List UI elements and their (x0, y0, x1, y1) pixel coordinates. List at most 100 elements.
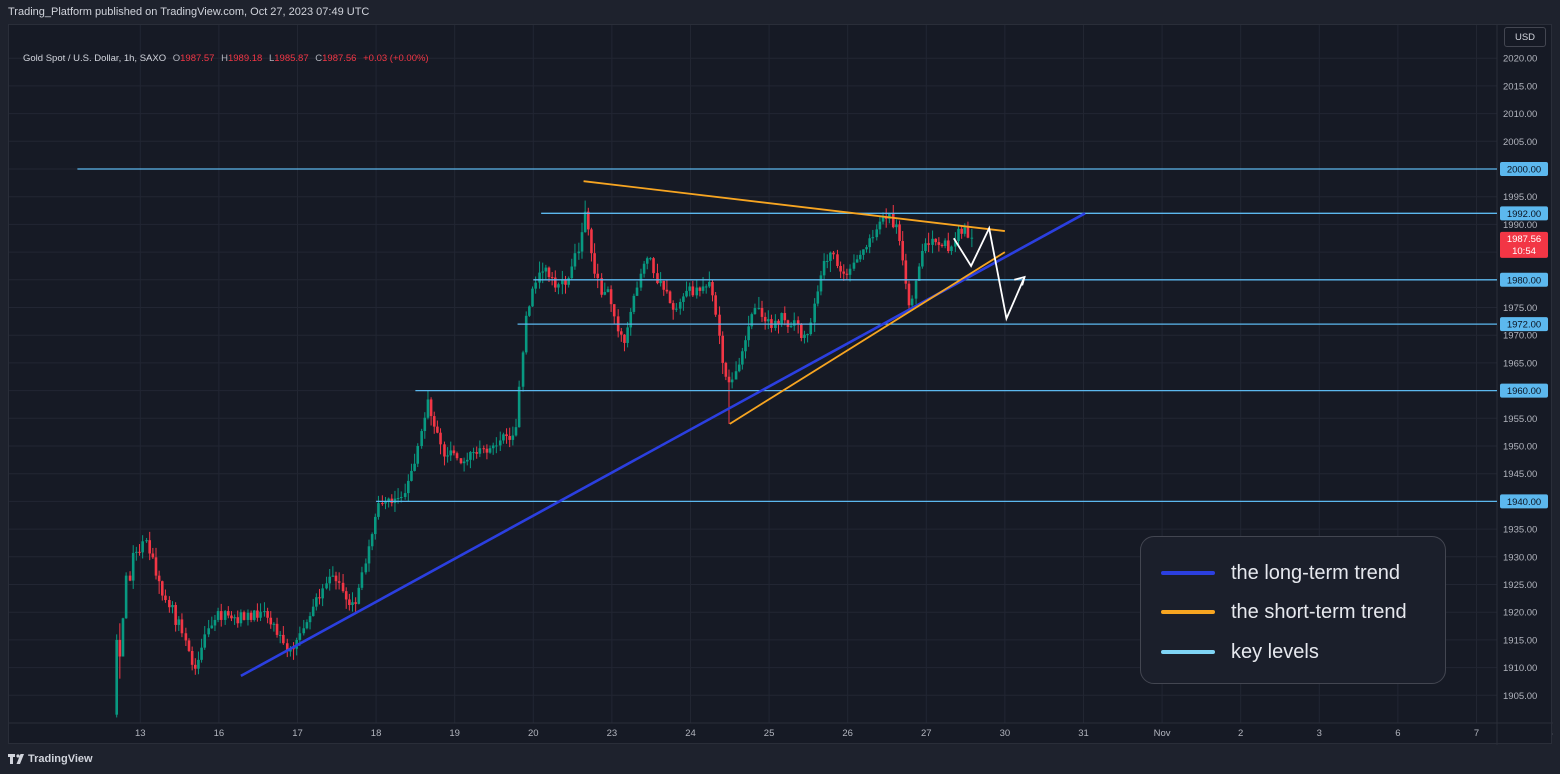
candle-body (567, 278, 570, 285)
candle-body (478, 448, 482, 454)
open-value: 1987.57 (180, 53, 215, 64)
y-tick-label: 2015.00 (1503, 81, 1537, 92)
candle-body (360, 572, 364, 588)
legend-label-long-term: the long-term trend (1231, 562, 1400, 584)
candle-body (115, 639, 118, 715)
candle-body (711, 282, 714, 296)
candle-body (780, 313, 783, 324)
candle-body (727, 376, 731, 383)
x-tick-label: 26 (842, 728, 853, 739)
candle-body (792, 320, 796, 326)
candle-body (642, 263, 646, 274)
candle-body (429, 399, 433, 417)
candle-body (302, 628, 306, 634)
candle-body (282, 634, 285, 644)
candle-body (718, 314, 721, 336)
candle-body (275, 623, 279, 635)
trend-legend-box: the long-term trend the short-term trend… (1140, 536, 1446, 684)
symbol-name: Gold Spot / U.S. Dollar, 1h, SAXO (23, 53, 167, 64)
high-label: H (221, 53, 228, 64)
y-tick-label: 1950.00 (1503, 442, 1537, 453)
candle-body (528, 306, 531, 316)
candle-body (452, 450, 456, 454)
candle-body (449, 450, 453, 456)
y-tick-label: 1995.00 (1503, 192, 1537, 203)
price-chart[interactable]: 1905.00 1910.00 1915.00 1920.00 1925.00 1930.… (9, 25, 1553, 745)
candle-body (635, 287, 639, 296)
candle-body (777, 320, 780, 324)
key-level-badge-label: 1992.00 (1507, 209, 1541, 220)
candle-body (803, 334, 806, 338)
candle-body (285, 643, 289, 652)
x-tick-label: 18 (371, 728, 382, 739)
legend-label-key-levels: key levels (1231, 641, 1319, 663)
candle-body (410, 470, 413, 481)
candle-body (940, 244, 944, 247)
candle-body (387, 498, 390, 502)
candle-body (750, 314, 754, 327)
chart-area[interactable]: 1905.00 1910.00 1915.00 1920.00 1925.00 1930.… (8, 24, 1553, 745)
candle-body (671, 303, 675, 310)
key-level-badge (1500, 272, 1548, 287)
candle-body (249, 612, 253, 620)
candle-body (364, 563, 368, 573)
candle-body (145, 540, 148, 542)
candle-body (685, 290, 688, 297)
candle-body (396, 498, 400, 500)
candle-body (381, 503, 384, 505)
key-level-badge (1500, 383, 1548, 398)
candle-body (753, 308, 757, 315)
candle-body (443, 444, 446, 457)
open-label: O (172, 53, 181, 64)
candle-body (600, 278, 603, 295)
key-level-badge-label: 1972.00 (1507, 320, 1541, 331)
candle-body (495, 445, 498, 447)
candle-body (168, 600, 171, 608)
candle-body (561, 280, 564, 285)
candle-body (931, 238, 934, 245)
candle-body (482, 448, 486, 450)
y-tick-label: 1920.00 (1503, 608, 1537, 619)
candle-body (898, 224, 901, 242)
candle-body (921, 250, 924, 267)
candle-body (124, 575, 128, 619)
currency-button[interactable]: USD (1504, 27, 1546, 47)
candle-body (914, 280, 918, 299)
candle-body (744, 340, 747, 352)
candle-body (423, 417, 427, 432)
candle-body (157, 575, 161, 582)
candle-body (321, 588, 324, 599)
candle-body (623, 334, 626, 343)
candle-body (620, 331, 623, 335)
y-tick-label: 1990.00 (1503, 220, 1537, 231)
candle-body (960, 228, 963, 234)
candle-body (695, 287, 699, 296)
candle-body (436, 426, 439, 433)
x-tick-label: 30 (1000, 728, 1011, 739)
candle-body (213, 619, 217, 626)
candle-body (659, 280, 662, 284)
key-level-badge (1500, 162, 1548, 176)
candle-body (341, 582, 345, 592)
candle-body (596, 273, 600, 279)
candle-body (564, 280, 567, 285)
publish-info: Trading_Platform published on TradingVie… (8, 6, 370, 18)
candle-body (384, 501, 387, 504)
candle-body (370, 534, 374, 547)
candle-body (668, 291, 672, 304)
candle-body (891, 213, 895, 228)
low-value: 1985.87 (274, 53, 309, 64)
candle-body (662, 280, 666, 290)
candle-body (950, 246, 953, 251)
candle-body (514, 427, 518, 436)
candle-body (190, 650, 194, 665)
candle-body (734, 371, 738, 380)
candle-body (800, 323, 803, 338)
candle-body (730, 379, 734, 383)
candle-body (305, 622, 309, 629)
candle-body (223, 611, 227, 620)
candle-body (151, 553, 155, 558)
footer-brand: TradingView (28, 753, 93, 765)
footer: TradingView (0, 748, 1560, 774)
candle-body (531, 288, 534, 307)
